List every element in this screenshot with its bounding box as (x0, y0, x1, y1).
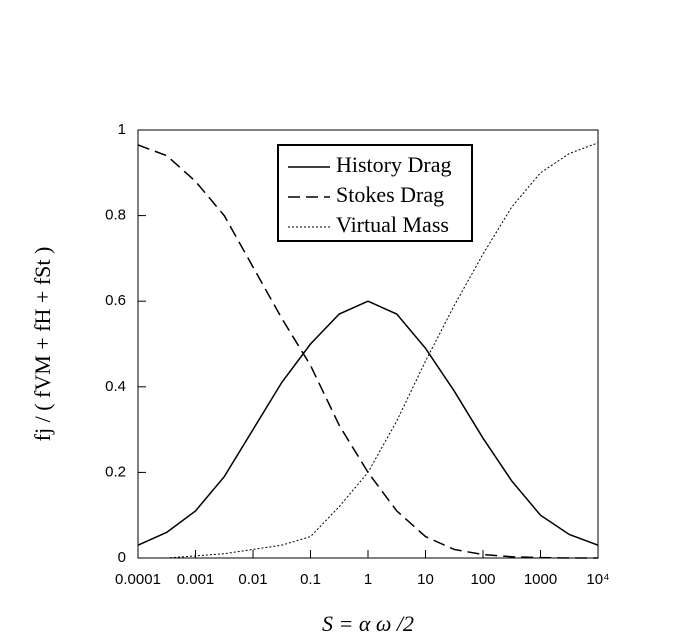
y-tick-label: 0.8 (105, 207, 126, 224)
line-series (137, 300, 599, 546)
legend-label: History Drag (336, 152, 451, 177)
legend-label: Virtual Mass (336, 212, 449, 237)
y-tick-label: 0.2 (105, 463, 126, 480)
x-tick-label: 0.1 (300, 571, 321, 588)
y-axis-label: fj / ( fVM + fH + fSt ) (30, 247, 55, 442)
x-tick-label: 10⁴ (586, 571, 609, 588)
x-tick-label: 0.01 (238, 571, 267, 588)
y-tick-label: 0.6 (105, 292, 126, 309)
x-tick-label: 1 (364, 571, 372, 588)
legend-label: Stokes Drag (336, 182, 444, 207)
x-tick-label: 100 (470, 571, 495, 588)
y-tick-label: 0 (118, 549, 126, 566)
y-tick-label: 0.4 (105, 378, 126, 395)
line-series (137, 144, 598, 559)
legend-box (277, 144, 473, 242)
line-series (138, 142, 599, 559)
x-tick-label: 0.0001 (115, 571, 161, 588)
y-tick-label: 1 (118, 121, 126, 138)
x-tick-label: 1000 (524, 571, 557, 588)
x-tick-label: 0.001 (177, 571, 215, 588)
x-axis-label: S = α ω /2 (322, 611, 414, 636)
x-tick-label: 10 (417, 571, 434, 588)
